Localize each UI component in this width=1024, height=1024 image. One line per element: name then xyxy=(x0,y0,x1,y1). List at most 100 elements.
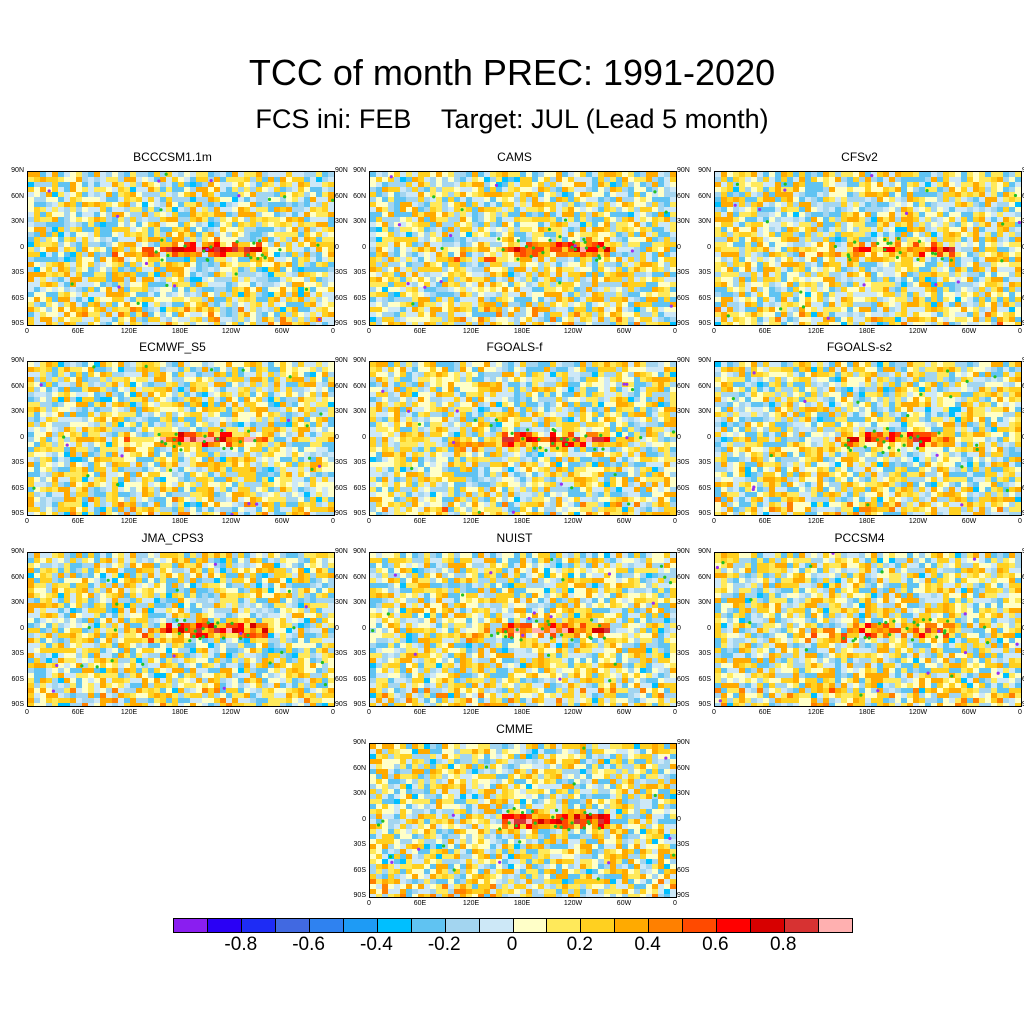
map-cell xyxy=(526,292,532,297)
map-cell xyxy=(76,182,82,187)
map-cell xyxy=(202,222,208,227)
map-cell xyxy=(622,287,628,292)
map-cell xyxy=(376,187,382,192)
map-cell xyxy=(460,182,466,187)
map-cell xyxy=(28,217,34,222)
map-cell xyxy=(544,317,550,322)
map-cell xyxy=(658,282,664,287)
map-cell xyxy=(112,282,118,287)
map-cell xyxy=(781,262,787,267)
map-cell xyxy=(142,177,148,182)
map-cell xyxy=(895,212,901,217)
map-cell xyxy=(847,267,853,272)
map-cell xyxy=(166,172,172,177)
map-cell xyxy=(805,202,811,207)
map-cell xyxy=(622,297,628,302)
map-cell xyxy=(118,227,124,232)
map-cell xyxy=(304,242,310,247)
map-cell xyxy=(28,202,34,207)
map-cell xyxy=(88,262,94,267)
map-cell xyxy=(64,177,70,182)
map-cell xyxy=(961,287,967,292)
map-cell xyxy=(394,237,400,242)
map-cell xyxy=(412,237,418,242)
map-cell xyxy=(460,312,466,317)
map-cell xyxy=(652,312,658,317)
map-cell xyxy=(787,207,793,212)
map-cell xyxy=(160,202,166,207)
map-cell xyxy=(502,242,508,247)
significance-marker xyxy=(548,238,552,242)
map-cell xyxy=(664,232,670,237)
significance-marker xyxy=(283,195,287,199)
map-cell xyxy=(508,322,514,325)
map-cell xyxy=(739,172,745,177)
map-cell xyxy=(883,262,889,267)
map-cell xyxy=(604,252,610,257)
map-cell xyxy=(184,252,190,257)
map-cell xyxy=(658,252,664,257)
map-cell xyxy=(430,267,436,272)
map-cell xyxy=(388,227,394,232)
map-cell xyxy=(304,172,310,177)
map-cell xyxy=(76,307,82,312)
map-cell xyxy=(262,237,268,242)
map-cell xyxy=(895,302,901,307)
map-cell xyxy=(268,242,274,247)
map-cell xyxy=(907,247,913,252)
map-cell xyxy=(406,247,412,252)
map-cell xyxy=(775,252,781,257)
map-cell xyxy=(859,247,865,252)
map-cell xyxy=(268,297,274,302)
map-cell xyxy=(829,172,835,177)
map-cell xyxy=(382,252,388,257)
map-cell xyxy=(58,232,64,237)
map-cell xyxy=(412,242,418,247)
map-cell xyxy=(310,362,316,367)
map-cell xyxy=(757,287,763,292)
map-cell xyxy=(829,322,835,325)
map-cell xyxy=(769,282,775,287)
significance-marker xyxy=(558,235,562,239)
map-cell xyxy=(40,252,46,257)
map-cell xyxy=(562,287,568,292)
map-cell xyxy=(106,177,112,182)
map-cell xyxy=(310,257,316,262)
significance-marker xyxy=(653,190,657,194)
map-cell xyxy=(64,207,70,212)
map-cell xyxy=(130,222,136,227)
map-cell xyxy=(232,202,238,207)
map-cell xyxy=(406,272,412,277)
map-cell xyxy=(238,207,244,212)
map-cell xyxy=(841,207,847,212)
map-cell xyxy=(64,262,70,267)
map-cell xyxy=(979,187,985,192)
map-cell xyxy=(238,212,244,217)
map-cell xyxy=(178,262,184,267)
map-cell xyxy=(574,242,580,247)
map-cell xyxy=(376,282,382,287)
map-cell xyxy=(985,227,991,232)
map-cell xyxy=(310,317,316,322)
map-cell xyxy=(490,302,496,307)
map-cell xyxy=(556,302,562,307)
map-cell xyxy=(460,272,466,277)
map-cell xyxy=(652,227,658,232)
map-cell xyxy=(112,247,118,252)
map-cell xyxy=(196,297,202,302)
map-cell xyxy=(244,282,250,287)
map-cell xyxy=(136,172,142,177)
map-cell xyxy=(502,312,508,317)
map-cell xyxy=(154,307,160,312)
map-cell xyxy=(973,212,979,217)
map-cell xyxy=(418,297,424,302)
map-cell xyxy=(220,172,226,177)
map-cell xyxy=(472,212,478,217)
map-cell xyxy=(298,192,304,197)
map-cell xyxy=(454,232,460,237)
map-cell xyxy=(793,272,799,277)
map-cell xyxy=(955,312,961,317)
map-cell xyxy=(961,222,967,227)
map-cell xyxy=(472,187,478,192)
map-cell xyxy=(727,307,733,312)
